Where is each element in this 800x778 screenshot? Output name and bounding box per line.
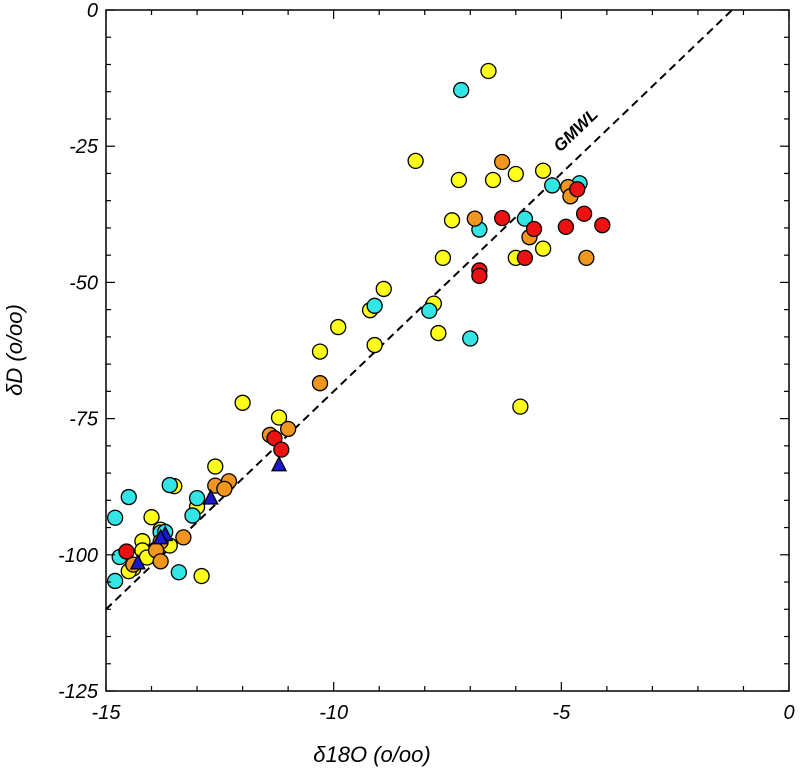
plot-frame [105,9,790,692]
data-point-circle [493,209,511,227]
data-point-circle [516,249,534,267]
data-point-circle [512,398,529,415]
data-point-circle [516,210,534,227]
y-axis-title: δD (o/oo) [2,304,27,396]
data-point-circle [462,330,479,347]
data-point-circle [569,181,586,198]
data-point-circle [407,152,424,170]
data-point-circle [534,162,552,179]
data-point-circle [311,375,329,392]
data-point-circle [443,212,461,229]
data-point-circle [184,507,201,524]
data-point-circle [270,409,288,426]
data-points-layer [106,0,611,590]
data-point-circle [525,220,543,238]
data-point-circle [118,543,135,560]
data-point-circle [366,297,383,314]
data-point-circle [175,529,192,546]
data-point-circle [311,343,329,360]
data-point-circle [161,476,178,494]
x-tick-label: 0 [783,702,794,724]
data-point-circle [120,488,137,506]
data-point-triangle [129,553,146,570]
y-tick-label: -125 [58,681,99,703]
data-point-circle [557,218,575,235]
data-point-circle [578,249,595,267]
data-point-circle [434,249,452,267]
data-point-circle [544,177,561,194]
data-point-circle [188,489,206,507]
data-point-circle [575,205,593,222]
x-tick-label: -15 [92,702,122,724]
y-tick-label: -50 [69,272,98,294]
data-point-circle [451,0,466,7]
data-point-circle [430,324,447,342]
x-axis-title: δ18O (o/oo) [313,742,430,767]
gmwl-line [106,10,734,611]
data-point-circle [366,336,383,354]
data-point-circle [375,280,392,298]
data-point-circle [484,171,502,189]
data-point-circle [471,267,488,285]
reference-line-layer [106,10,734,611]
data-point-circle [234,394,251,411]
axis-ticks-layer [105,9,790,692]
gmwl-label: GMWL [550,105,602,156]
data-point-triangle [152,528,169,545]
data-point-circle [193,567,210,585]
data-point-circle [216,480,233,498]
y-tick-label: -75 [69,409,99,431]
data-point-circle [493,153,511,171]
data-point-circle [279,420,297,438]
data-point-circle [152,553,169,570]
data-point-circle [534,240,552,257]
data-point-circle [594,217,611,234]
data-point-circle [450,171,468,189]
data-point-circle [207,458,224,475]
x-tick-label: -10 [319,702,348,724]
y-tick-label: 0 [87,0,98,22]
axis-tick-labels-layer: -15 -10 -5 0-125-100-75-50-250 [58,0,795,724]
data-point-circle [106,572,124,590]
data-point-circle [421,302,438,319]
y-tick-label: -25 [69,136,99,158]
data-point-triangle [270,455,288,472]
data-point-circle [480,62,497,80]
data-point-triangle [202,488,219,505]
x-tick-label: -5 [552,702,571,724]
data-point-circle [507,165,524,183]
data-point-circle [330,318,347,336]
data-point-circle [170,564,188,581]
data-point-circle [273,441,290,458]
data-point-circle [466,210,483,227]
data-point-circle [453,81,470,99]
y-tick-label: -100 [58,545,98,567]
data-point-circle [106,509,124,526]
data-point-circle [143,509,160,526]
